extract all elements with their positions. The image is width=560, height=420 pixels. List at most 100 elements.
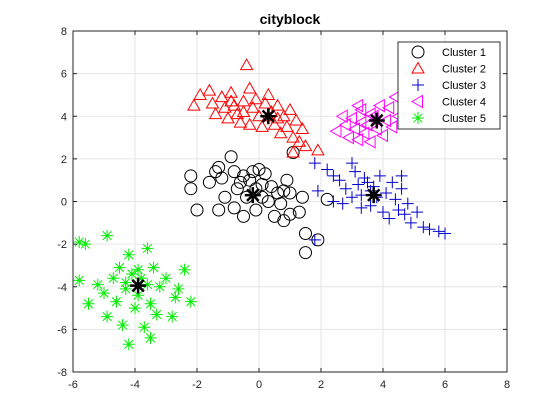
axes-box — [72, 30, 508, 373]
cluster-3-point — [355, 189, 368, 202]
cluster-3-point — [401, 197, 414, 210]
x-tick-label: -6 — [68, 379, 78, 391]
cluster-3-point — [355, 201, 368, 214]
cluster-4-point — [351, 132, 364, 147]
cluster-5-point — [141, 242, 154, 255]
cluster-1-point — [299, 246, 312, 260]
x-tick-label: 4 — [380, 379, 386, 391]
cluster-3-point — [364, 199, 377, 212]
cluster-4-point — [375, 128, 388, 143]
cluster-1-point — [295, 190, 309, 204]
cluster-2-point — [286, 145, 300, 158]
cluster-3-point — [392, 204, 405, 217]
cluster-1-point — [268, 209, 281, 223]
cluster-5-point — [147, 261, 160, 274]
cluster-5-point — [79, 238, 92, 251]
cluster-2-point — [242, 81, 257, 94]
cluster-5-point — [73, 235, 86, 248]
cluster-1-point — [190, 203, 204, 217]
cluster-2-point — [242, 117, 257, 130]
cluster-1-point — [233, 175, 247, 189]
cluster-4-point — [335, 109, 348, 124]
cluster-4-point — [341, 130, 354, 145]
cluster-3-point — [377, 206, 389, 219]
cluster-5-point — [122, 248, 135, 261]
cluster-5-point — [172, 282, 185, 295]
cluster-1-point — [227, 201, 241, 215]
y-tick-label: -6 — [57, 324, 67, 336]
cluster-2-point — [205, 96, 220, 109]
cluster-4-point — [351, 98, 364, 113]
centroid-marker — [260, 108, 277, 125]
cluster-3-point — [333, 174, 346, 187]
cluster-1-point — [237, 209, 250, 223]
cluster-3-point — [386, 176, 399, 189]
cluster-2-point — [283, 102, 297, 115]
cluster-5-point — [135, 272, 148, 285]
y-tick-label: 8 — [61, 26, 67, 38]
cluster-2-point — [292, 134, 307, 147]
cluster-1-point — [202, 175, 216, 189]
cluster-5-point — [178, 263, 191, 276]
cluster-2-point — [193, 87, 207, 100]
x-tick-label: 2 — [318, 379, 324, 391]
cluster-3-point — [327, 169, 340, 182]
cluster-1-point — [237, 169, 250, 183]
cluster-3-point — [373, 169, 386, 182]
cluster-3-point — [361, 176, 374, 189]
cluster-2-point — [208, 107, 223, 120]
cluster-2-point — [255, 119, 269, 132]
cluster-2-point — [286, 130, 300, 143]
cluster-5-point — [91, 278, 104, 291]
cluster-5-point — [116, 319, 129, 332]
cluster-2-point — [224, 94, 238, 107]
legend-label-cluster-2: Cluster 2 — [442, 64, 486, 76]
cluster-2-point — [295, 122, 310, 135]
cluster-5-point — [166, 310, 179, 323]
legend-label-cluster-5: Cluster 5 — [442, 113, 486, 125]
cluster-1-point — [227, 165, 241, 179]
cluster-1-point — [224, 150, 238, 164]
centroid-marker — [244, 187, 261, 204]
cluster-5-point — [153, 280, 166, 293]
cluster-2-point — [289, 113, 304, 126]
cluster-2-point — [239, 58, 254, 71]
legend-label-cluster-1: Cluster 1 — [442, 47, 486, 59]
cluster-3-point — [423, 223, 436, 236]
cluster-5-point — [110, 295, 123, 308]
cluster-1-point — [184, 182, 198, 196]
cluster-5-point — [169, 291, 182, 304]
y-tick-label: -2 — [57, 239, 67, 251]
cluster-4-point — [372, 98, 385, 113]
cluster-1-point — [299, 226, 312, 240]
cluster-4-point — [382, 100, 395, 115]
x-tick-label: -2 — [192, 379, 202, 391]
cluster-2-point — [227, 98, 242, 111]
cluster-1-point — [212, 203, 226, 217]
cluster-4-point — [329, 124, 342, 139]
cluster-5-point — [125, 267, 138, 280]
cluster-2-point — [280, 119, 294, 132]
cluster-2-point — [261, 87, 276, 100]
cluster-1-point — [246, 165, 260, 179]
cluster-3-point — [308, 233, 321, 246]
cluster-1-point — [230, 182, 244, 196]
cluster-4-point — [363, 134, 376, 149]
cluster-3-point — [383, 212, 396, 225]
cluster-2-point — [230, 107, 245, 120]
y-tick-label: 6 — [61, 69, 67, 81]
cluster-1-point — [274, 197, 288, 211]
cluster-3-point — [346, 191, 358, 204]
cluster-2-point — [270, 111, 285, 124]
centroid-marker — [130, 277, 147, 294]
cluster-5-point — [101, 310, 114, 323]
legend-marker-cluster-2 — [411, 61, 425, 74]
cluster-4-point — [385, 120, 398, 134]
cluster-2-point — [218, 100, 232, 113]
cluster-5-point — [119, 282, 132, 295]
cluster-3-point — [439, 227, 451, 240]
cluster-5-point — [160, 272, 172, 285]
cluster-2-point — [276, 109, 291, 122]
legend-marker-cluster-3 — [412, 79, 424, 91]
